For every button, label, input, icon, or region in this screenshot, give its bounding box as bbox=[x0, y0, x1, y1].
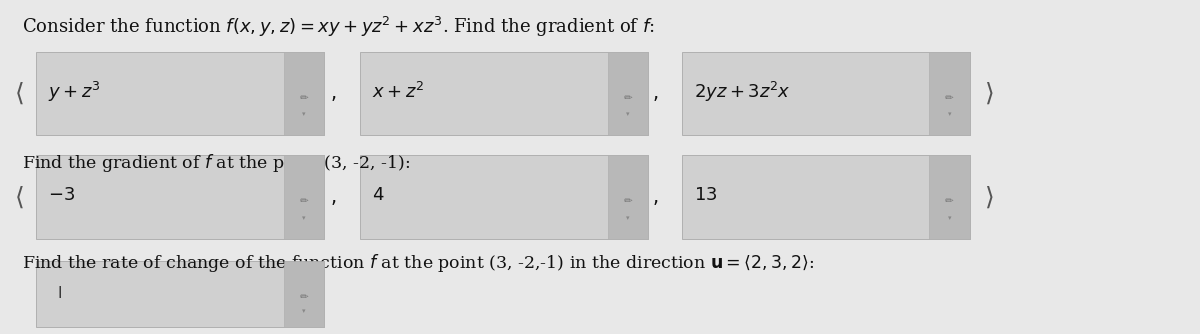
Text: ✏: ✏ bbox=[300, 196, 308, 206]
Text: ▾: ▾ bbox=[948, 215, 952, 221]
Text: $\langle$: $\langle$ bbox=[14, 184, 24, 210]
FancyBboxPatch shape bbox=[283, 261, 324, 327]
Text: $y+z^3$: $y+z^3$ bbox=[48, 80, 101, 104]
Text: ✏: ✏ bbox=[624, 93, 632, 103]
Text: ✏: ✏ bbox=[624, 196, 632, 206]
Text: $\rangle$: $\rangle$ bbox=[984, 81, 994, 106]
FancyBboxPatch shape bbox=[360, 52, 648, 135]
FancyBboxPatch shape bbox=[283, 155, 324, 239]
FancyBboxPatch shape bbox=[360, 155, 648, 239]
Text: ,: , bbox=[652, 188, 659, 206]
FancyBboxPatch shape bbox=[929, 155, 970, 239]
Text: ✏: ✏ bbox=[946, 196, 954, 206]
Text: ▾: ▾ bbox=[302, 112, 306, 117]
Text: $\langle$: $\langle$ bbox=[14, 81, 24, 106]
Text: $2yz+3z^2x$: $2yz+3z^2x$ bbox=[694, 80, 791, 104]
FancyBboxPatch shape bbox=[36, 261, 324, 327]
FancyBboxPatch shape bbox=[607, 52, 648, 135]
Text: Consider the function $f(x, y, z) = xy + yz^2 + xz^3$. Find the gradient of $f$:: Consider the function $f(x, y, z) = xy +… bbox=[22, 15, 654, 39]
Text: ▾: ▾ bbox=[302, 308, 306, 314]
FancyBboxPatch shape bbox=[929, 52, 970, 135]
Text: ▾: ▾ bbox=[626, 112, 630, 117]
Text: ✏: ✏ bbox=[300, 292, 308, 302]
Text: ,: , bbox=[330, 84, 337, 103]
Text: ,: , bbox=[330, 188, 337, 206]
Text: ✏: ✏ bbox=[946, 93, 954, 103]
Text: Find the rate of change of the function $f$ at the point (3, -2,-1) in the direc: Find the rate of change of the function … bbox=[22, 252, 814, 274]
FancyBboxPatch shape bbox=[607, 155, 648, 239]
Text: $4$: $4$ bbox=[372, 186, 384, 204]
Text: ▾: ▾ bbox=[626, 215, 630, 221]
Text: ✏: ✏ bbox=[300, 93, 308, 103]
Text: Find the gradient of $f$ at the point (3, -2, -1):: Find the gradient of $f$ at the point (3… bbox=[22, 152, 409, 174]
Text: $13$: $13$ bbox=[694, 186, 718, 204]
Text: $-3$: $-3$ bbox=[48, 186, 76, 204]
Text: ,: , bbox=[652, 84, 659, 103]
FancyBboxPatch shape bbox=[36, 52, 324, 135]
Text: $\rangle$: $\rangle$ bbox=[984, 184, 994, 210]
FancyBboxPatch shape bbox=[283, 52, 324, 135]
Text: I: I bbox=[58, 287, 62, 301]
FancyBboxPatch shape bbox=[682, 155, 970, 239]
Text: ▾: ▾ bbox=[948, 112, 952, 117]
FancyBboxPatch shape bbox=[682, 52, 970, 135]
Text: $x+z^2$: $x+z^2$ bbox=[372, 82, 425, 102]
Text: ▾: ▾ bbox=[302, 215, 306, 221]
FancyBboxPatch shape bbox=[36, 155, 324, 239]
